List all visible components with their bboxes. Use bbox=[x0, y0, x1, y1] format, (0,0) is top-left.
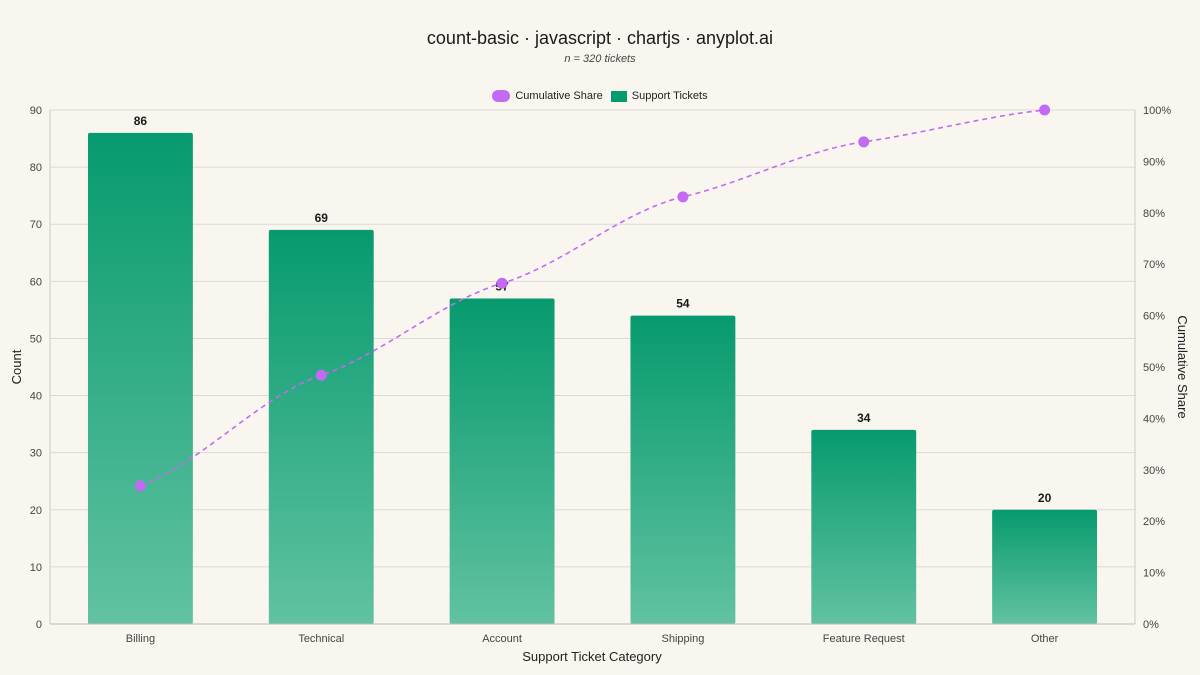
legend-item-tickets[interactable]: Support Tickets bbox=[610, 90, 708, 102]
x-axis: Billing Technical Account Shipping Feature R… bbox=[50, 623, 1135, 645]
y2-tick-label: 50% bbox=[1143, 362, 1165, 374]
legend: Cumulative Share Support Tickets bbox=[0, 90, 1200, 102]
x-tick-label: Technical bbox=[298, 633, 344, 645]
y-tick-label: 70 bbox=[30, 219, 42, 231]
y-tick-label: 10 bbox=[30, 562, 42, 574]
y-tick-label: 20 bbox=[30, 505, 42, 517]
x-tick-label: Shipping bbox=[662, 633, 705, 645]
bar-value-label: 86 bbox=[134, 114, 148, 128]
y2-tick-label: 100% bbox=[1143, 105, 1171, 117]
y2-tick-label: 40% bbox=[1143, 413, 1165, 425]
bar-account bbox=[449, 298, 555, 624]
y2-tick-label: 0% bbox=[1143, 619, 1159, 631]
legend-item-cumulative[interactable]: Cumulative Share bbox=[492, 90, 603, 102]
bar-shipping bbox=[630, 315, 736, 624]
legend-swatch-tickets bbox=[610, 90, 627, 102]
grid-lines bbox=[49, 109, 1136, 625]
x-axis-title: Support Ticket Category bbox=[522, 649, 662, 664]
y2-tick-label: 10% bbox=[1143, 568, 1165, 580]
y-tick-label: 40 bbox=[30, 391, 42, 403]
y-tick-label: 50 bbox=[30, 333, 42, 345]
y-axis-left: 0 10 20 30 40 50 60 70 80 90 bbox=[30, 105, 42, 631]
x-tick-label: Account bbox=[482, 633, 522, 645]
y2-tick-label: 70% bbox=[1143, 259, 1165, 271]
y2-tick-label: 30% bbox=[1143, 465, 1165, 477]
bar-value-label: 34 bbox=[857, 411, 871, 425]
bars bbox=[87, 132, 1098, 624]
y-axis-title-left: Count bbox=[9, 349, 24, 384]
x-tick-label: Other bbox=[1031, 633, 1059, 645]
y-tick-label: 30 bbox=[30, 448, 42, 460]
chart-subtitle: n = 320 tickets bbox=[564, 53, 636, 65]
cumulative-point bbox=[315, 369, 327, 381]
bar-other bbox=[992, 509, 1098, 624]
y-tick-label: 60 bbox=[30, 276, 42, 288]
legend-label-cumulative: Cumulative Share bbox=[515, 90, 603, 102]
cumulative-point bbox=[1039, 104, 1051, 116]
chart-title: count-basic · javascript · chartjs · any… bbox=[426, 28, 774, 48]
y-tick-label: 90 bbox=[30, 105, 42, 117]
legend-swatch-cumulative bbox=[492, 90, 511, 102]
bar-value-label: 54 bbox=[676, 297, 690, 311]
bar-value-label: 69 bbox=[315, 211, 329, 225]
bar-feature-request bbox=[811, 429, 917, 624]
legend-label-tickets: Support Tickets bbox=[631, 90, 708, 102]
cumulative-point bbox=[496, 277, 508, 289]
bar-technical bbox=[268, 229, 374, 624]
y2-tick-label: 80% bbox=[1143, 208, 1165, 220]
cumulative-point bbox=[677, 191, 689, 203]
bar-value-label: 20 bbox=[1038, 491, 1052, 505]
y-tick-label: 80 bbox=[30, 162, 42, 174]
cumulative-line bbox=[134, 104, 1051, 492]
cumulative-point bbox=[858, 136, 870, 148]
x-tick-label: Feature Request bbox=[823, 633, 905, 645]
y2-tick-label: 60% bbox=[1143, 311, 1165, 323]
x-tick-label: Billing bbox=[126, 633, 155, 645]
cumulative-point bbox=[134, 480, 146, 492]
bar-billing bbox=[87, 132, 193, 624]
y-axis-title-right: Cumulative Share bbox=[1175, 315, 1190, 418]
y-tick-label: 0 bbox=[36, 619, 42, 631]
y-axis-right: 0% 10% 20% 30% 40% 50% 60% 70% 80% 90% 100% bbox=[1143, 105, 1171, 631]
y2-tick-label: 20% bbox=[1143, 516, 1165, 528]
cumulative-line-path bbox=[140, 109, 1045, 487]
y2-tick-label: 90% bbox=[1143, 156, 1165, 168]
